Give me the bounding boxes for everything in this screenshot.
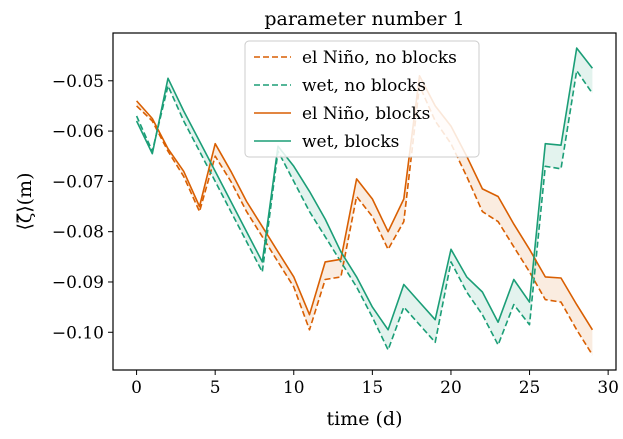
x-tick-label: 20: [440, 378, 462, 398]
chart-title: parameter number 1: [264, 8, 464, 30]
y-tick-label: −0.08: [52, 223, 104, 243]
series-line-3: [135, 47, 594, 331]
y-tick-label: −0.10: [52, 323, 104, 343]
legend: el Niño, no blocks wet, no blocks el Niño,…: [244, 40, 480, 158]
x-tick-label: 10: [283, 378, 305, 398]
legend-label: el Niño, blocks: [302, 104, 430, 124]
ticks: 0 5 10 15 20 25 30 −0.05 −0.06 −0.07 −0.08 −0.09 −0.…: [52, 72, 619, 398]
series-line-1: [135, 69, 594, 351]
y-tick-label: −0.07: [52, 172, 104, 192]
legend-label: wet, no blocks: [302, 76, 426, 96]
series-lines: [135, 47, 594, 356]
x-axis-label: time (d): [327, 408, 403, 430]
y-axis-label: ⟨ζ̄⟩(m): [14, 173, 36, 231]
y-tick-label: −0.09: [52, 273, 104, 293]
x-tick-label: 30: [597, 378, 619, 398]
x-tick-label: 5: [210, 378, 221, 398]
x-tick-label: 15: [362, 378, 384, 398]
legend-label: wet, blocks: [302, 132, 399, 152]
x-tick-label: 0: [131, 378, 142, 398]
el-nino-band: [136, 75, 593, 355]
x-tick-label: 25: [519, 378, 541, 398]
plot-frame: [112, 32, 617, 371]
legend-label: el Niño, no blocks: [302, 48, 457, 68]
legend-box: [244, 40, 480, 158]
band-fills: [136, 48, 593, 355]
wet-band: [136, 48, 593, 350]
series-line-2: [136, 75, 594, 331]
y-tick-label: −0.05: [52, 72, 104, 92]
y-tick-label: −0.06: [52, 122, 104, 142]
